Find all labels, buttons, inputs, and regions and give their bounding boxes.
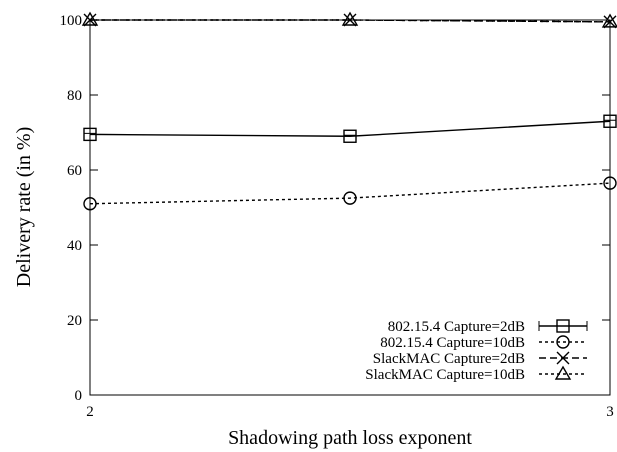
legend-label: SlackMAC Capture=2dB [373, 351, 525, 367]
y-axis-ticks: 0 20 40 60 80 100 [60, 13, 610, 404]
series-line [90, 19, 611, 23]
y-axis-label: Delivery rate (in %) [13, 127, 35, 287]
legend-item: 802.15.4 Capture=10dB [380, 335, 587, 351]
legend-label: 802.15.4 Capture=2dB [388, 319, 525, 335]
y-tick-label: 40 [67, 238, 82, 254]
x-tick-label: 3 [606, 404, 614, 420]
triangle-marker [81, 11, 99, 26]
circle-marker [83, 197, 97, 211]
x-tick-label: 2 [86, 404, 94, 420]
legend-label: SlackMAC Capture=10dB [365, 367, 525, 383]
triangle-marker [554, 365, 572, 380]
legend-item: SlackMAC Capture=10dB [365, 365, 587, 383]
plot-frame [89, 19, 611, 396]
legend-label: 802.15.4 Capture=10dB [380, 335, 525, 351]
series-line [89, 120, 611, 137]
x-axis-label: Shadowing path loss exponent [228, 427, 472, 449]
y-tick-label: 100 [60, 13, 83, 29]
triangle-marker [341, 11, 359, 26]
square-marker [83, 127, 97, 142]
triangle-marker [601, 13, 617, 28]
series-layer [81, 11, 617, 211]
series-4 [81, 11, 617, 28]
y-tick-label: 60 [67, 163, 82, 179]
y-tick-label: 0 [75, 388, 83, 404]
square-marker [556, 319, 570, 333]
x-marker [603, 15, 617, 29]
y-tick-label: 20 [67, 313, 82, 329]
series-line [89, 182, 611, 205]
square-marker [343, 129, 357, 143]
circle-marker [343, 191, 357, 205]
series-1 [83, 114, 617, 143]
circle-marker [603, 176, 617, 190]
circle-marker [556, 335, 570, 349]
y-tick-label: 80 [67, 88, 82, 104]
legend-item: 802.15.4 Capture=2dB [388, 319, 588, 335]
square-marker [603, 114, 617, 128]
x-marker [556, 351, 570, 365]
series-2 [83, 176, 617, 211]
legend-item: SlackMAC Capture=2dB [373, 351, 587, 367]
